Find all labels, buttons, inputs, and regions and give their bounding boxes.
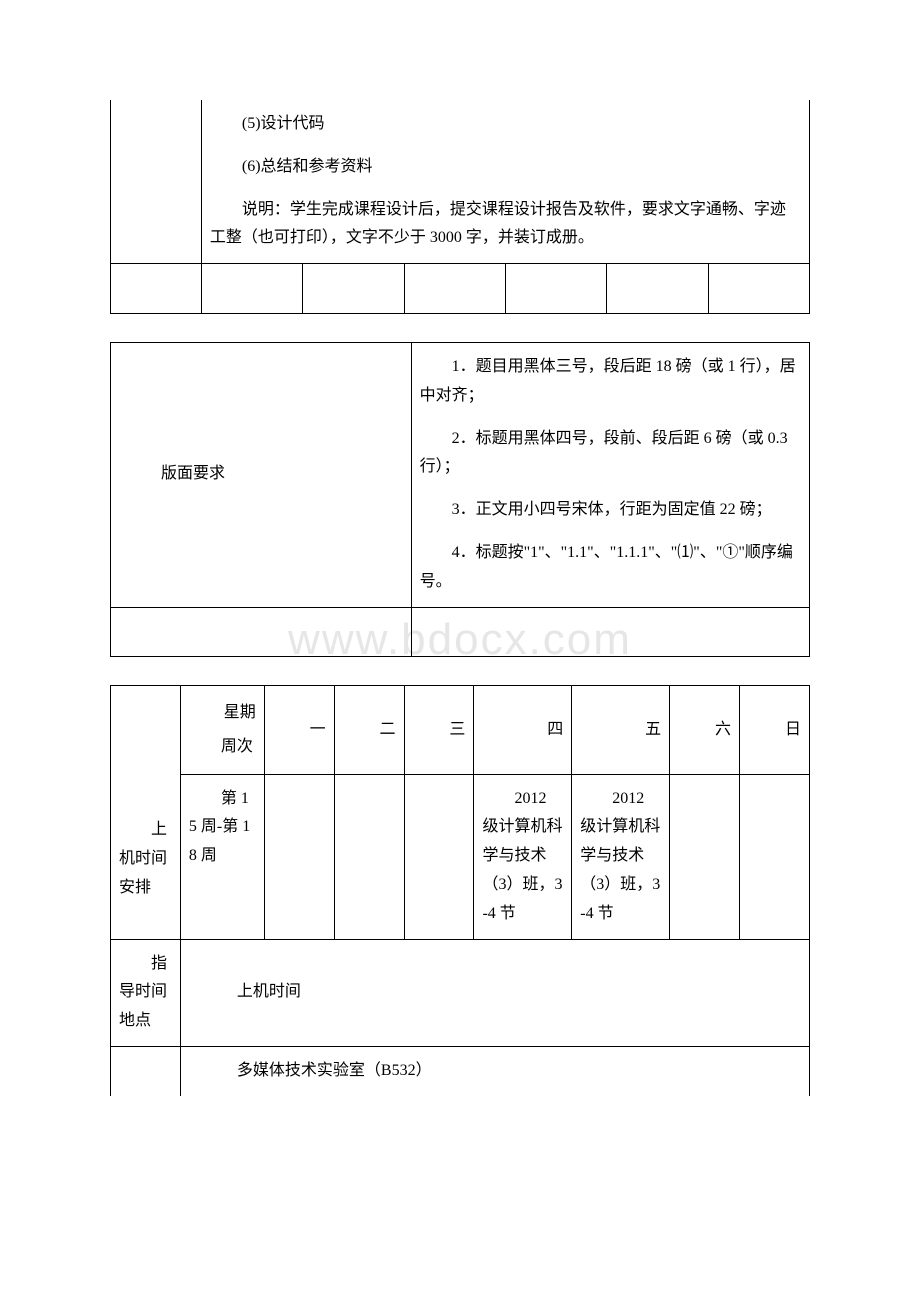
req-2: 2．标题用黑体四号，段前、段后距 6 磅（或 0.3 行）； xyxy=(420,425,801,483)
empty-cell xyxy=(411,607,809,657)
empty-cell xyxy=(264,774,334,939)
layout-label: 版面要求 xyxy=(161,465,225,482)
empty-cell xyxy=(111,264,202,314)
header-diag: 星期 周次 xyxy=(180,686,264,774)
empty-cell xyxy=(111,607,412,657)
req-4: 4．标题按"1"、"1.1"、"1.1.1"、"⑴"、"①"顺序编号。 xyxy=(420,539,801,597)
day-5: 五 xyxy=(572,686,670,774)
requirements-cell: 1．题目用黑体三号，段后距 18 磅（或 1 行），居中对齐； 2．标题用黑体四… xyxy=(411,342,809,607)
table-layout-requirements: 版面要求 1．题目用黑体三号，段后距 18 磅（或 1 行），居中对齐； 2．标… xyxy=(110,342,810,657)
schedule-label: 上机时间安排 xyxy=(111,686,181,939)
empty-cell xyxy=(334,774,404,939)
table-schedule: 上机时间安排 星期 周次 一 二 三 四 五 六 日 第 15 周-第 18 周… xyxy=(110,685,810,1095)
day-7: 日 xyxy=(740,686,810,774)
empty-cell xyxy=(303,264,404,314)
day-2: 二 xyxy=(334,686,404,774)
note: 说明：学生完成课程设计后，提交课程设计报告及软件，要求文字通畅、字迹工整（也可打… xyxy=(210,196,801,254)
empty-cell xyxy=(505,264,606,314)
table-design-requirements: (5)设计代码 (6)总结和参考资料 说明：学生完成课程设计后，提交课程设计报告… xyxy=(110,100,810,314)
empty-cell xyxy=(111,1046,181,1095)
class-fri: 2012 级计算机科学与技术（3）班，3-4 节 xyxy=(572,774,670,939)
day-3: 三 xyxy=(404,686,474,774)
empty-cell xyxy=(404,264,505,314)
req-1: 1．题目用黑体三号，段后距 18 磅（或 1 行），居中对齐； xyxy=(420,353,801,411)
class-thu: 2012 级计算机科学与技术（3）班，3-4 节 xyxy=(474,774,572,939)
empty-cell xyxy=(404,774,474,939)
empty-cell xyxy=(740,774,810,939)
empty-cell xyxy=(201,264,302,314)
empty-cell xyxy=(708,264,809,314)
empty-cell xyxy=(111,100,202,264)
label-cell: 版面要求 xyxy=(111,342,412,607)
day-1: 一 xyxy=(264,686,334,774)
empty-cell xyxy=(670,774,740,939)
week-cell: 第 15 周-第 18 周 xyxy=(180,774,264,939)
empty-cell xyxy=(607,264,708,314)
content-cell: (5)设计代码 (6)总结和参考资料 说明：学生完成课程设计后，提交课程设计报告… xyxy=(201,100,809,264)
day-6: 六 xyxy=(670,686,740,774)
lab-cell: 多媒体技术实验室（B532） xyxy=(180,1046,809,1095)
line-6: (6)总结和参考资料 xyxy=(210,153,801,182)
req-3: 3．正文用小四号宋体，行距为固定值 22 磅； xyxy=(420,496,801,525)
guide-value: 上机时间 xyxy=(180,939,809,1046)
day-4: 四 xyxy=(474,686,572,774)
guide-label: 指导时间地点 xyxy=(111,939,181,1046)
line-5: (5)设计代码 xyxy=(210,110,801,139)
